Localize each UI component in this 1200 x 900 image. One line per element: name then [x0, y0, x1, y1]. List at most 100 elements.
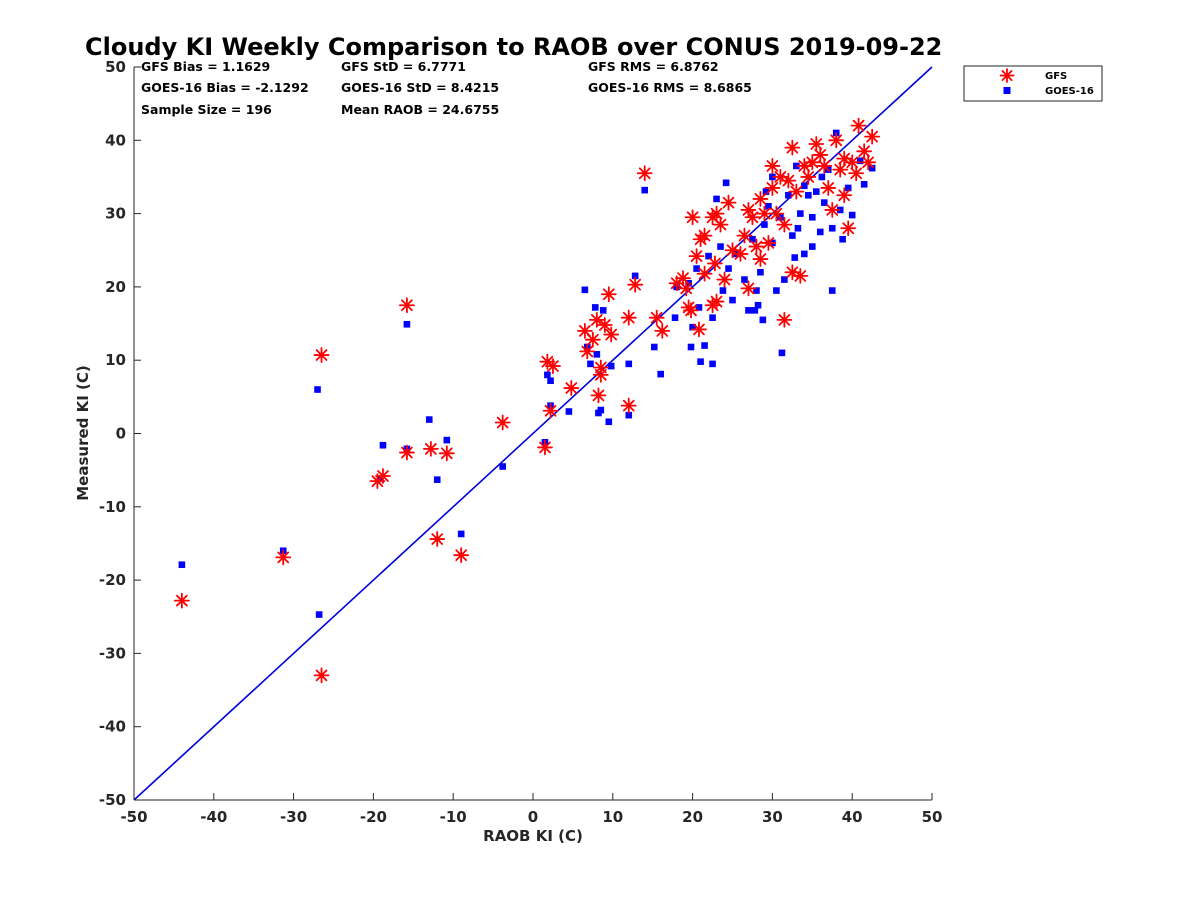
goes16-point: [581, 286, 589, 294]
gfs-point: [707, 255, 723, 272]
x-tick-label: -10: [440, 808, 467, 826]
gfs-point: [683, 302, 699, 319]
gfs-point: [494, 414, 511, 431]
gfs-point: [708, 205, 725, 222]
goes16-point: [754, 301, 762, 309]
y-tick-label: -20: [99, 571, 126, 589]
x-tick-label: 40: [842, 808, 863, 826]
legend-goes-marker: [1003, 87, 1011, 94]
gfs-point: [584, 331, 601, 348]
gfs-point: [848, 165, 865, 182]
goes16-point: [801, 250, 808, 258]
gfs-point: [537, 439, 553, 456]
goes16-point: [315, 611, 323, 618]
goes16-point: [693, 265, 700, 272]
gfs-point: [840, 220, 857, 237]
gfs-point: [592, 366, 609, 383]
gfs-point: [600, 286, 617, 303]
gfs-point: [744, 209, 761, 226]
goes16-point: [809, 243, 816, 250]
goes16-point: [791, 254, 799, 261]
goes16-point: [797, 210, 804, 217]
gfs-point: [620, 309, 637, 326]
goes16-point: [593, 351, 601, 358]
gfs-point: [627, 276, 644, 293]
goes16-point: [751, 307, 759, 314]
goes16-point: [828, 224, 836, 232]
x-tick-label: 20: [682, 808, 703, 826]
gfs-point: [832, 161, 849, 178]
gfs-point: [684, 209, 701, 226]
goes16-point: [753, 287, 760, 294]
goes16-point: [781, 276, 788, 283]
gfs-point: [712, 216, 729, 233]
x-tick-label: -50: [120, 808, 147, 826]
goes16-point: [713, 195, 720, 203]
goes16-point: [587, 360, 594, 368]
goes16-point: [839, 235, 846, 243]
goes16-point: [762, 188, 770, 195]
chart-title: Cloudy KI Weekly Comparison to RAOB over…: [85, 33, 942, 61]
gfs-point: [850, 117, 867, 134]
goes16-point: [717, 243, 724, 250]
gfs-point: [732, 246, 749, 262]
goes16-point: [765, 202, 772, 210]
gfs-point: [648, 309, 665, 326]
legend: GFS GOES-16: [963, 65, 1103, 102]
goes16-point: [769, 173, 776, 181]
goes16-point: [403, 320, 411, 328]
gfs-point: [678, 280, 695, 297]
goes16-point: [379, 441, 387, 449]
y-axis-label: Measured KI (C): [74, 365, 92, 501]
y-tick-label: -30: [99, 644, 126, 662]
gfs-point: [764, 158, 781, 174]
gfs-point: [828, 132, 845, 149]
goes16-point: [778, 349, 786, 357]
goes16-point: [657, 370, 664, 378]
goes16-point: [805, 191, 812, 199]
gfs-std-text: GFS StD = 6.7771: [341, 59, 466, 74]
gfs-point: [275, 549, 292, 566]
goes16-point: [631, 272, 639, 280]
gfs-point: [596, 317, 613, 333]
goes16-point: [178, 561, 186, 569]
goes16-point: [599, 307, 607, 314]
y-tick-label: 20: [105, 278, 126, 296]
goes16-point: [443, 436, 451, 444]
goes16-point: [761, 221, 768, 228]
gfs-point: [752, 191, 769, 207]
gfs-point: [620, 397, 637, 414]
gfs-point: [776, 311, 793, 328]
goes16-point: [433, 476, 441, 483]
goes16-point: [816, 228, 824, 236]
gfs-point: [313, 347, 330, 363]
gfs-point: [740, 202, 757, 218]
goes16-point: [820, 199, 828, 206]
legend-gfs-label: GFS: [1045, 71, 1067, 82]
goes16-point: [745, 307, 752, 314]
gfs-point: [708, 293, 725, 310]
goes-rms-text: GOES-16 RMS = 8.6865: [588, 80, 752, 95]
goes16-point: [836, 206, 844, 214]
gfs-point: [824, 202, 841, 218]
goes16-point: [689, 323, 696, 331]
gfs-point: [429, 531, 446, 547]
x-tick-label: 0: [528, 808, 538, 826]
gfs-bias-text: GFS Bias = 1.1629: [141, 59, 270, 74]
gfs-point: [740, 280, 757, 297]
goes16-point: [697, 358, 704, 365]
goes16-point: [848, 211, 856, 219]
gfs-point: [748, 238, 765, 255]
goes16-point: [544, 371, 551, 379]
gfs-point: [716, 271, 733, 288]
gfs-point: [438, 445, 455, 462]
goes16-point: [709, 314, 716, 321]
stats-block: GFS Bias = 1.1629 GFS StD = 6.7771 GFS R…: [141, 59, 752, 117]
gfs-point: [603, 326, 620, 343]
y-tick-label: 30: [105, 205, 126, 223]
gfs-point: [792, 268, 809, 284]
gfs-point: [768, 205, 785, 222]
gfs-point: [173, 592, 190, 609]
gfs-point: [836, 187, 853, 204]
